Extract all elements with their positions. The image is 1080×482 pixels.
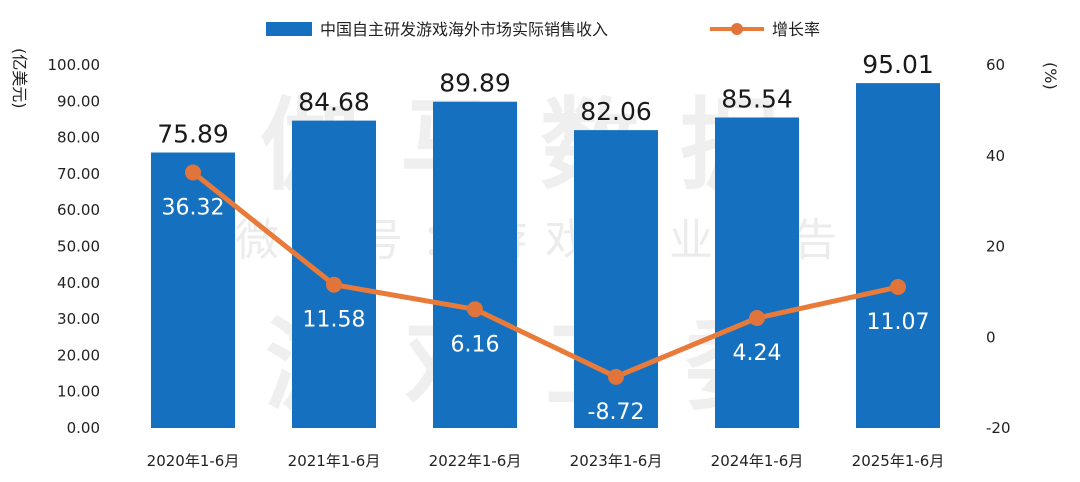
bar <box>151 152 235 429</box>
line-value-label: 4.24 <box>733 341 782 366</box>
line-point <box>326 276 342 293</box>
left-tick-label: 80.00 <box>57 129 100 147</box>
right-tick-label: -20 <box>986 419 1011 437</box>
category-label: 2022年1-6月 <box>429 452 522 470</box>
line-point <box>608 368 624 385</box>
left-tick-label: 40.00 <box>57 274 100 292</box>
left-tick-label: 70.00 <box>57 165 100 183</box>
bar <box>292 120 376 428</box>
category-label: 2020年1-6月 <box>147 452 240 470</box>
left-tick-label: 50.00 <box>57 238 100 256</box>
bar-value-label: 85.54 <box>721 84 793 113</box>
left-tick-label: 90.00 <box>57 92 100 110</box>
line-point <box>890 279 906 296</box>
bar-value-label: 84.68 <box>298 88 370 117</box>
legend-bar-swatch <box>266 22 312 36</box>
line-value-labels: 36.32 11.58 6.16 -8.72 4.24 11.07 <box>162 195 930 424</box>
left-tick-label: 20.00 <box>57 346 100 364</box>
left-tick-label: 10.00 <box>57 383 100 401</box>
category-label: 2025年1-6月 <box>852 452 945 470</box>
left-axis-title: (亿美元) <box>10 48 29 109</box>
right-tick-label: 60 <box>986 56 1005 74</box>
line-series <box>185 164 906 385</box>
line-point <box>749 310 765 327</box>
right-tick-label: 0 <box>986 328 996 346</box>
left-axis-ticks: 0.00 10.00 20.00 30.00 40.00 50.00 60.00 70.00 8… <box>48 56 101 437</box>
category-labels: 2020年1-6月 2021年1-6月 2022年1-6月 2023年1-6月 2024… <box>147 452 945 470</box>
left-tick-label: 0.00 <box>67 419 100 437</box>
category-label: 2023年1-6月 <box>570 452 663 470</box>
line-value-label: 36.32 <box>162 195 225 220</box>
line-point <box>185 164 201 181</box>
right-tick-label: 20 <box>986 238 1005 256</box>
legend-bar-label: 中国自主研发游戏海外市场实际销售收入 <box>320 20 608 39</box>
left-tick-label: 60.00 <box>57 201 100 219</box>
category-label: 2021年1-6月 <box>288 452 381 470</box>
line-value-label: 11.07 <box>867 310 930 335</box>
bar-value-label: 75.89 <box>157 120 229 149</box>
legend-line-marker <box>731 23 743 35</box>
line-point <box>467 301 483 318</box>
right-tick-label: 40 <box>986 147 1005 165</box>
bar-value-label: 95.01 <box>862 50 934 79</box>
bar-value-labels: 75.89 84.68 89.89 82.06 85.54 95.01 <box>157 50 934 148</box>
bar-value-label: 89.89 <box>439 69 511 98</box>
line-value-label: 6.16 <box>451 332 500 357</box>
growth-line <box>191 170 899 380</box>
legend: 中国自主研发游戏海外市场实际销售收入 增长率 <box>266 20 820 39</box>
bar <box>433 101 517 428</box>
bar-series <box>151 83 940 429</box>
left-tick-label: 100.00 <box>48 56 101 74</box>
line-value-label: 11.58 <box>303 308 366 333</box>
left-tick-label: 30.00 <box>57 310 100 328</box>
bar <box>856 83 940 428</box>
right-axis-ticks: -20 0 20 40 60 <box>986 56 1011 437</box>
category-label: 2024年1-6月 <box>711 452 804 470</box>
line-value-label: -8.72 <box>588 400 645 425</box>
right-axis-title: (%) <box>1041 62 1060 90</box>
bar <box>715 117 799 428</box>
legend-line-label: 增长率 <box>772 20 820 39</box>
bar-value-label: 82.06 <box>580 97 652 126</box>
